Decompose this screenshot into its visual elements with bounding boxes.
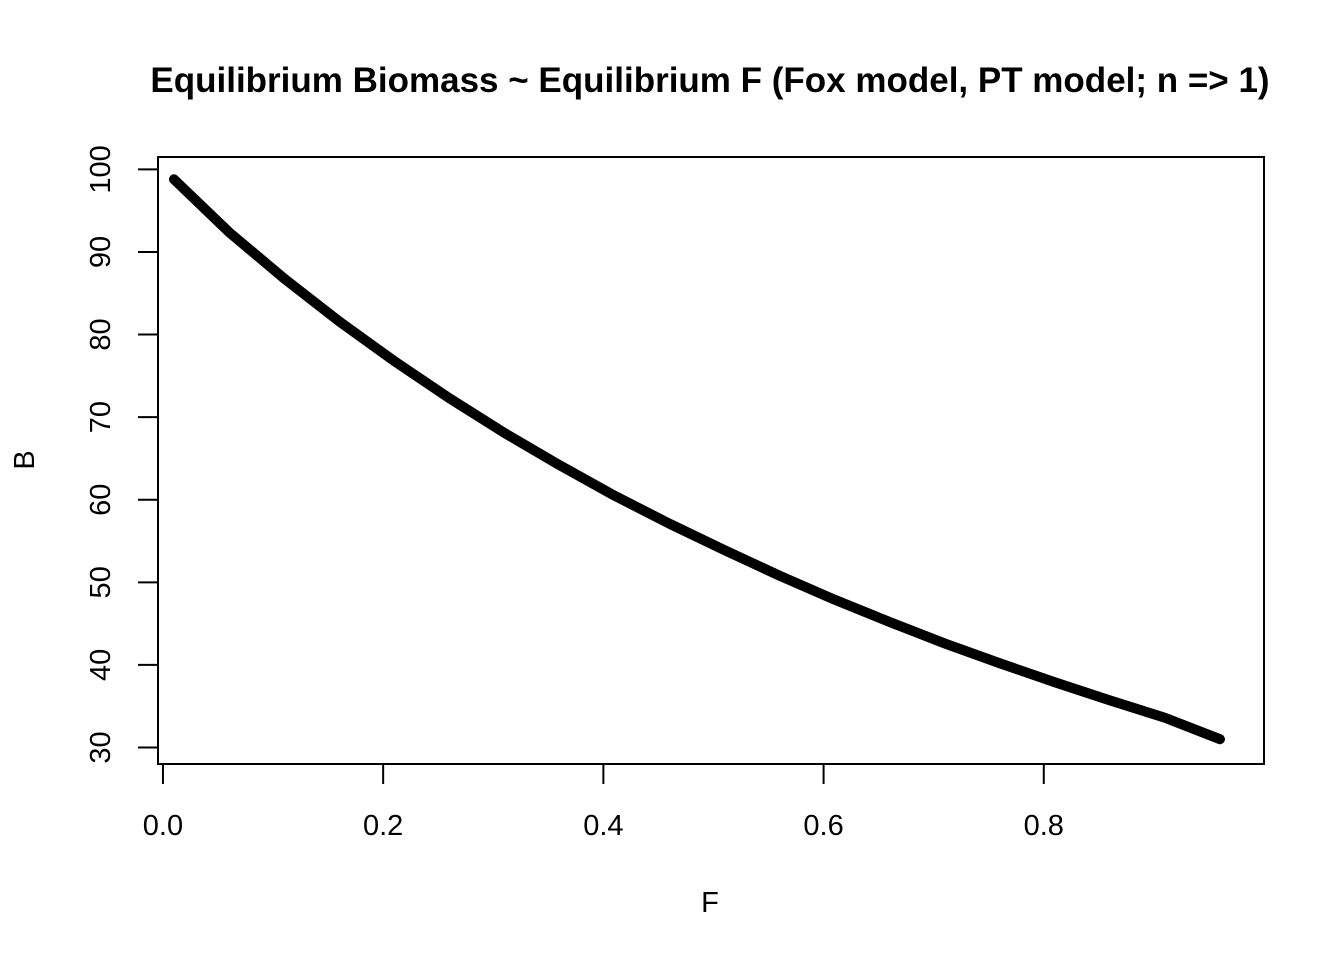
y-tick-label: 50 — [85, 566, 117, 598]
x-tick-label: 0.0 — [143, 810, 183, 842]
y-tick-label: 100 — [85, 145, 117, 193]
series-group — [168, 174, 1225, 745]
x-tick-label: 0.4 — [583, 810, 623, 842]
x-axis-label: F — [701, 887, 719, 919]
y-tick-label: 40 — [85, 649, 117, 681]
plot-frame — [157, 156, 1265, 765]
chart-title: Equilibrium Biomass ~ Equilibrium F (Fox… — [150, 61, 1269, 100]
series-line — [168, 174, 1225, 745]
x-tick-label: 0.2 — [363, 810, 403, 842]
x-axis: 0.0 0.2 0.4 0.6 0.8 — [143, 763, 1064, 842]
y-tick-label: 80 — [85, 318, 117, 350]
y-tick-label: 70 — [85, 401, 117, 433]
y-tick-label: 30 — [85, 731, 117, 763]
y-axis-label: B — [9, 450, 41, 469]
y-tick-label: 90 — [85, 236, 117, 268]
y-tick-label: 60 — [85, 484, 117, 516]
x-tick-label: 0.8 — [1024, 810, 1064, 842]
y-axis: 30 40 50 60 70 80 90 100 — [85, 145, 159, 764]
x-tick-label: 0.6 — [803, 810, 843, 842]
